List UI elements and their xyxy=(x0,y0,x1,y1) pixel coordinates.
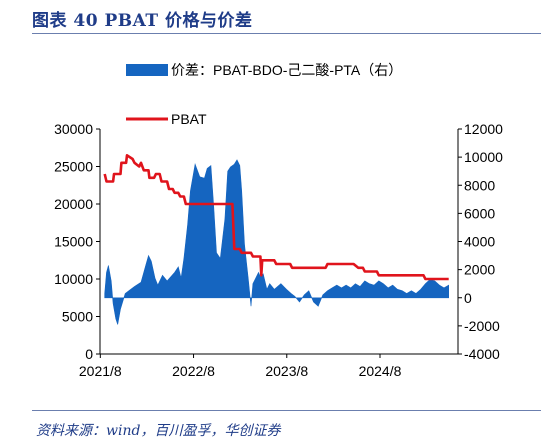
x-tick-label: 2022/8 xyxy=(172,363,215,379)
x-tick-label: 2024/8 xyxy=(359,363,402,379)
right-tick-label: -4000 xyxy=(464,346,500,362)
right-tick-label: -2000 xyxy=(464,318,500,334)
right-tick-label: 12000 xyxy=(464,121,503,137)
x-tick-label: 2021/8 xyxy=(79,363,122,379)
left-tick-label: 20000 xyxy=(54,196,93,212)
right-tick-label: 2000 xyxy=(464,262,495,278)
plot-area xyxy=(103,154,449,325)
left-tick-label: 5000 xyxy=(62,309,93,325)
right-tick-label: 0 xyxy=(464,290,472,306)
legend-label-spread: 价差：PBAT-BDO-己二酸-PTA（右） xyxy=(171,62,402,78)
left-tick-label: 15000 xyxy=(54,234,93,250)
left-tick-label: 25000 xyxy=(54,159,93,175)
figure-title: 图表 40 PBAT 价格与价差 xyxy=(32,11,253,31)
legend: 价差：PBAT-BDO-己二酸-PTA（右） PBAT xyxy=(126,62,402,127)
legend-swatch-spread xyxy=(126,64,168,76)
left-tick-label: 10000 xyxy=(54,271,93,287)
left-tick-label: 0 xyxy=(85,346,93,362)
footer-rule xyxy=(32,410,541,411)
right-tick-label: 10000 xyxy=(464,149,503,165)
right-tick-label: 8000 xyxy=(464,177,495,193)
left-tick-label: 30000 xyxy=(54,121,93,137)
axes: 050001000015000200002500030000-4000-2000… xyxy=(54,121,503,379)
x-tick-label: 2023/8 xyxy=(265,363,308,379)
title-rule xyxy=(32,33,541,34)
legend-label-pbat: PBAT xyxy=(171,111,207,127)
spread-area-series xyxy=(104,159,449,325)
right-tick-label: 4000 xyxy=(464,234,495,250)
pbat-line-series xyxy=(103,154,449,281)
source-note: 资料来源：wind，百川盈孚，华创证券 xyxy=(36,423,281,439)
right-tick-label: 6000 xyxy=(464,205,495,221)
